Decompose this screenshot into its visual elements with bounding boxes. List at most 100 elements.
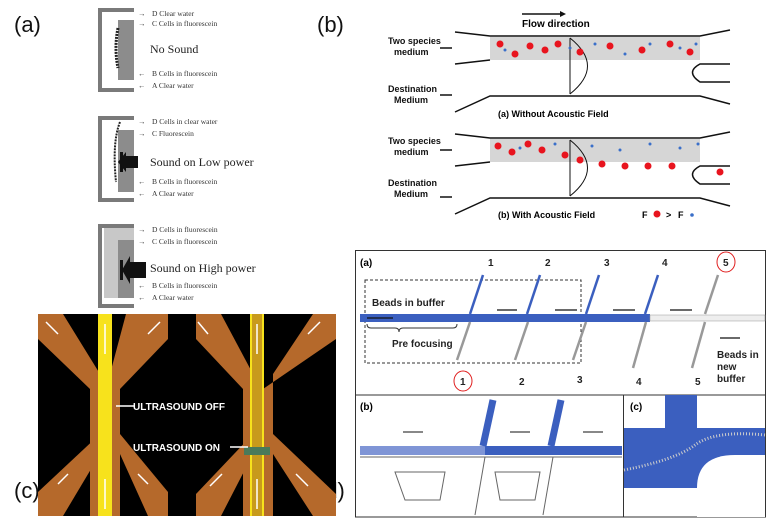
top-number-3: 3 xyxy=(604,258,610,269)
panel-label-a: (a) xyxy=(14,12,41,37)
small-particle xyxy=(678,146,682,150)
small-particle xyxy=(590,144,594,148)
svg-text:→: → xyxy=(138,9,146,18)
top-number-1: 1 xyxy=(488,258,494,269)
large-particle xyxy=(638,46,646,54)
small-particle xyxy=(694,42,698,46)
state-high-power: → D Cells in fluorescein → C Cells in fluo… xyxy=(98,224,256,308)
state-low-power: → D Cells in clear water → C Fluorescein ←… xyxy=(98,116,254,202)
large-particle xyxy=(511,50,519,58)
large-particle xyxy=(668,162,676,170)
label-c: C Cells in fluorescein xyxy=(152,237,217,246)
two-species-label: Two species xyxy=(388,36,441,46)
destination-label-b2: Medium xyxy=(394,189,428,199)
force-small: F xyxy=(678,210,684,220)
sub-label-a: (a) xyxy=(360,258,372,269)
label-b: B Cells in fluorescein xyxy=(152,69,217,78)
label-d: D Clear water xyxy=(152,9,195,18)
top-number-4: 4 xyxy=(662,258,668,269)
svg-text:→: → xyxy=(138,19,146,28)
svg-text:→: → xyxy=(138,117,146,126)
two-species-label-2: medium xyxy=(394,47,429,57)
state-title: No Sound xyxy=(150,42,198,56)
small-particle xyxy=(503,48,507,52)
panel-label-b: (b) xyxy=(317,12,344,37)
large-particle xyxy=(644,162,652,170)
label-c: C Fluorescein xyxy=(152,129,194,138)
svg-text:←: ← xyxy=(138,177,146,186)
large-particle xyxy=(576,156,584,164)
beads-new-buffer-3: buffer xyxy=(717,374,745,385)
bottom-number-3: 3 xyxy=(577,375,583,386)
panel-b-diagram: Flow direction Two species medium Destin… xyxy=(388,11,731,220)
large-particle xyxy=(606,42,614,50)
bottom-number-2: 2 xyxy=(519,377,525,388)
large-particle xyxy=(524,140,532,148)
panel-c-image: ULTRASOUND OFF ULTRASOUND ON xyxy=(38,314,336,516)
state-no-sound: → D Clear water → C Cells in fluorescein ←… xyxy=(98,8,217,92)
large-particle xyxy=(686,48,694,56)
pre-focusing-label: Pre focusing xyxy=(392,339,453,350)
label-d: D Cells in fluorescein xyxy=(152,225,218,234)
large-particle xyxy=(621,162,629,170)
main-channel xyxy=(360,314,650,322)
two-species-label-b2: medium xyxy=(394,147,429,157)
flow-direction-label: Flow direction xyxy=(522,19,590,30)
small-particle xyxy=(568,46,572,50)
svg-text:←: ← xyxy=(138,281,146,290)
small-particle xyxy=(593,42,597,46)
top-number-5: 5 xyxy=(723,258,729,269)
top-number-2: 2 xyxy=(545,258,551,269)
state-title: Sound on Low power xyxy=(150,155,254,169)
beads-in-buffer-label: Beads in buffer xyxy=(372,298,445,309)
species-stream-b xyxy=(490,139,700,162)
ultrasound-on-label: ULTRASOUND ON xyxy=(133,443,220,454)
species-stream-a xyxy=(490,37,700,60)
label-d: D Cells in clear water xyxy=(152,117,218,126)
small-particle xyxy=(678,46,682,50)
highlight-circle-bottom-1 xyxy=(453,370,473,392)
large-particle xyxy=(716,168,724,176)
large-particle xyxy=(538,146,546,154)
force-greater: > xyxy=(666,210,671,220)
beads-new-buffer-1: Beads in xyxy=(717,350,759,361)
label-a: A Clear water xyxy=(152,293,194,302)
svg-text:←: ← xyxy=(138,81,146,90)
panel-label-c: (c) xyxy=(14,478,40,503)
bottom-number-4: 4 xyxy=(636,377,642,388)
svg-text:→: → xyxy=(138,237,146,246)
large-particle xyxy=(598,160,606,168)
panel-a-diagram: → D Clear water → C Cells in fluorescein ←… xyxy=(98,8,256,308)
destination-label: Destination xyxy=(388,84,437,94)
stream-off xyxy=(98,314,112,516)
sub-label-b: (b) xyxy=(360,402,373,413)
large-particle xyxy=(494,142,502,150)
small-particle xyxy=(518,146,522,150)
small-particle xyxy=(648,42,652,46)
large-particle xyxy=(554,40,562,48)
small-particle xyxy=(623,52,627,56)
label-b: B Cells in fluorescein xyxy=(152,177,217,186)
large-particle xyxy=(666,40,674,48)
caption-with-field: (b) With Acoustic Field xyxy=(498,210,595,220)
bottom-number-1: 1 xyxy=(460,377,466,388)
state-title: Sound on High power xyxy=(150,261,256,275)
svg-text:←: ← xyxy=(138,293,146,302)
destination-label-b: Destination xyxy=(388,178,437,188)
small-particle xyxy=(553,142,557,146)
bottom-number-5: 5 xyxy=(695,377,701,388)
svg-text:←: ← xyxy=(138,189,146,198)
caption-without-field: (a) Without Acoustic Field xyxy=(498,109,609,119)
sub-label-c: (c) xyxy=(630,402,642,413)
small-particle xyxy=(648,142,652,146)
large-particle xyxy=(561,151,569,159)
svg-text:←: ← xyxy=(138,69,146,78)
svg-text:→: → xyxy=(138,129,146,138)
highlight-circle-top-5 xyxy=(716,251,736,273)
small-particle xyxy=(618,148,622,152)
large-particle xyxy=(541,46,549,54)
beads-new-buffer-2: new xyxy=(717,362,737,373)
large-particle xyxy=(496,40,504,48)
label-c: C Cells in fluorescein xyxy=(152,19,217,28)
large-particle xyxy=(576,48,584,56)
